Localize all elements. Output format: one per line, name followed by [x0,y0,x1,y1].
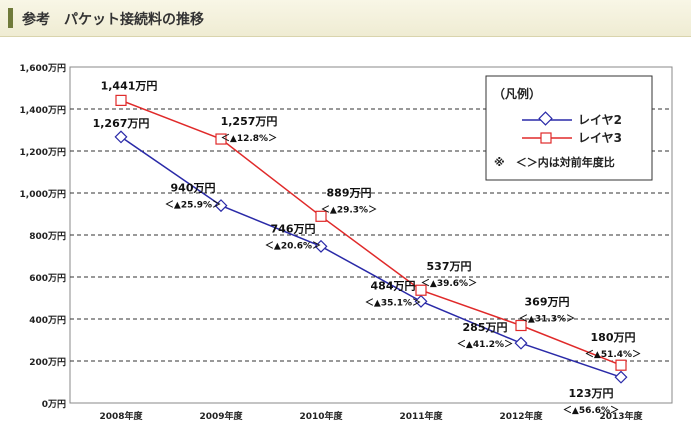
x-tick-label: 2011年度 [399,410,443,422]
data-point-diamond [414,294,428,308]
y-tick-label: 1,400万円 [20,105,66,116]
data-value-label: 123万円 [569,387,614,400]
data-value-label: 484万円 [371,279,416,292]
data-change-label: ＜▲41.2%＞ [457,339,513,350]
y-tick-label: 1,000万円 [20,189,66,200]
data-change-label: ＜▲39.6%＞ [421,278,477,289]
data-point-diamond [314,239,328,253]
data-change-label: ＜▲35.1%＞ [365,297,421,308]
y-tick-label: 800万円 [29,231,66,242]
series-line [120,99,622,366]
data-point-square [515,319,527,332]
section-header: 参考 パケット接続料の推移 [0,0,691,37]
x-tick-label: 2009年度 [199,410,243,422]
series-layer [114,94,628,384]
data-point-square [115,94,127,106]
x-tick-label: 2013年度 [599,410,643,422]
data-point-diamond [214,199,228,213]
y-tick-label: 1,600万円 [20,63,66,74]
data-change-label: ＜▲51.4%＞ [585,349,641,360]
legend-marker-diamond-icon [538,111,553,126]
legend: （凡例） レイヤ2 レイヤ3 ※ ＜＞内は対前年度比 [485,75,653,181]
data-point-square [615,359,627,371]
y-tick-label: 200万円 [29,357,66,368]
data-change-label: ＜▲12.8%＞ [221,133,277,144]
legend-title: （凡例） [493,86,541,101]
data-point-diamond [514,336,528,350]
axis-layer: 0万円 200万円 400万円 600万円 800万円 1,000万円 1,200万円 1,4… [20,63,644,422]
data-change-label: ＜▲56.6%＞ [563,405,619,416]
data-value-label: 1,257万円 [221,115,278,128]
data-value-label: 889万円 [327,186,372,199]
data-value-label: 285万円 [463,321,508,334]
data-value-label: 369万円 [525,296,570,309]
data-point-diamond [614,370,628,384]
legend-marker-square-icon [540,132,552,144]
legend-note: ※ ＜＞内は対前年度比 [494,155,615,169]
data-point-diamond [114,130,128,144]
legend-label-layer3: レイヤ3 [578,131,622,145]
grid-layer [69,66,673,404]
data-point-square [315,210,327,222]
series-line [120,136,622,378]
data-point-square [415,284,427,296]
x-tick-label: 2012年度 [499,410,543,422]
legend-label-layer2: レイヤ2 [578,113,622,127]
data-change-label: ＜▲20.6%＞ [265,240,321,251]
data-value-label: 746万円 [271,222,316,235]
data-point-square [215,133,227,145]
section-title: 参考 パケット接続料の推移 [22,12,204,28]
data-value-label: 537万円 [427,260,472,273]
x-tick-label: 2010年度 [299,410,343,422]
label-layer: 1,267万円 940万円 ＜▲25.9%＞ 746万円 ＜▲20.6%＞ 484万円 ＜▲… [93,79,641,416]
legend-box [485,75,653,181]
data-change-label: ＜▲29.3%＞ [321,204,377,215]
data-value-label: 1,441万円 [101,79,158,92]
y-tick-label: 600万円 [29,273,66,284]
data-change-label: ＜▲31.3%＞ [519,314,575,325]
header-accent-bar [8,8,13,28]
data-value-label: 1,267万円 [93,117,150,130]
data-value-label: 180万円 [591,331,636,344]
y-tick-label: 400万円 [29,315,66,326]
data-change-label: ＜▲25.9%＞ [165,200,221,211]
y-tick-label: 1,200万円 [20,147,66,158]
y-tick-label: 0万円 [42,399,66,410]
data-value-label: 940万円 [171,182,216,195]
x-tick-label: 2008年度 [99,410,143,422]
